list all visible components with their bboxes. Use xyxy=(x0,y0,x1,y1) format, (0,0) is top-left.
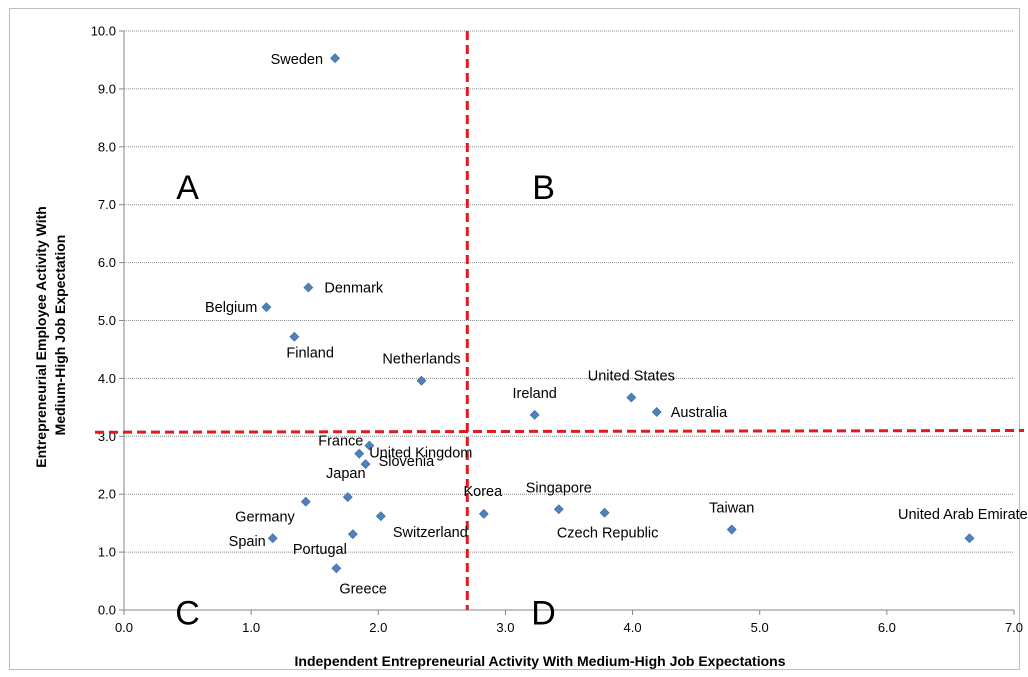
horizontal-divider xyxy=(94,429,1025,434)
point-label-slovenia: Slovenia xyxy=(379,454,436,470)
data-points xyxy=(261,53,975,574)
point-belgium xyxy=(261,302,272,313)
y-tick-label: 2.0 xyxy=(98,487,116,502)
y-tick-label: 4.0 xyxy=(98,371,116,386)
point-label-portugal: Portugal xyxy=(293,542,347,558)
point-label-belgium: Belgium xyxy=(205,300,257,316)
point-label-australia: Australia xyxy=(671,405,728,421)
y-axis-title-line-1: Entrepreneurial Employee Activity With xyxy=(33,206,49,468)
point-label-united-kingdom: United Kingdom xyxy=(369,446,472,462)
point-portugal xyxy=(347,529,358,540)
point-label-sweden: Sweden xyxy=(271,52,323,68)
axes xyxy=(123,31,1015,615)
point-singapore xyxy=(553,504,564,515)
y-tick-label: 8.0 xyxy=(98,139,116,154)
point-label-spain: Spain xyxy=(229,534,266,550)
point-label-finland: Finland xyxy=(286,346,334,362)
point-label-singapore: Singapore xyxy=(526,480,592,496)
point-label-taiwan: Taiwan xyxy=(709,501,754,517)
quadrant-label-a: A xyxy=(176,169,199,207)
chart-frame xyxy=(9,8,1020,670)
point-netherlands xyxy=(416,375,427,386)
point-australia xyxy=(651,407,662,417)
point-france xyxy=(364,440,375,451)
y-tick-label: 7.0 xyxy=(98,197,116,212)
point-greece xyxy=(331,563,342,574)
y-axis-title-line-2: Medium-High Job Expectation xyxy=(52,235,68,436)
quadrant-labels: A B C D xyxy=(175,169,556,633)
point-united-states xyxy=(626,392,637,403)
x-tick-label: 6.0 xyxy=(878,620,896,635)
point-label-netherlands: Netherlands xyxy=(382,352,460,368)
quadrant-label-d: D xyxy=(531,594,556,632)
y-tick-label: 0.0 xyxy=(98,603,116,618)
quadrant-dividers xyxy=(94,31,1025,610)
quadrant-label-c: C xyxy=(175,594,200,632)
point-czech-republic xyxy=(599,507,610,518)
y-tick-label: 9.0 xyxy=(98,81,116,96)
point-korea xyxy=(478,508,489,519)
point-label-united-states: United States xyxy=(588,369,675,385)
point-ireland xyxy=(529,409,540,420)
y-tick-labels: 0.01.02.03.04.05.06.07.08.09.010.0 xyxy=(91,24,116,618)
x-tick-label: 7.0 xyxy=(1005,620,1023,635)
point-switzerland xyxy=(375,511,386,522)
y-tick-label: 6.0 xyxy=(98,255,116,270)
point-united-arab-emirates xyxy=(964,533,975,544)
quadrant-label-b: B xyxy=(532,169,555,207)
y-tick-label: 10.0 xyxy=(91,24,116,39)
grid-lines xyxy=(119,30,1014,611)
point-germany xyxy=(300,496,311,507)
x-axis-title: Independent Entrepreneurial Activity Wit… xyxy=(295,653,786,669)
y-tick-label: 1.0 xyxy=(98,545,116,560)
x-tick-label: 3.0 xyxy=(496,620,514,635)
x-tick-label: 0.0 xyxy=(115,620,133,635)
point-label-france: France xyxy=(318,434,363,450)
point-sweden xyxy=(330,53,340,64)
point-slovenia xyxy=(360,459,371,470)
point-finland xyxy=(289,331,300,342)
point-label-japan: Japan xyxy=(326,466,366,482)
x-tick-label: 1.0 xyxy=(242,620,260,635)
point-japan xyxy=(342,492,353,503)
x-tick-label: 4.0 xyxy=(624,620,642,635)
point-denmark xyxy=(303,282,314,293)
point-labels: Sweden Denmark Belgium Finland Netherlands Ir… xyxy=(205,52,1028,597)
point-taiwan xyxy=(726,524,737,535)
point-label-greece: Greece xyxy=(339,581,387,597)
x-tick-label: 5.0 xyxy=(751,620,769,635)
point-label-ireland: Ireland xyxy=(512,386,556,402)
y-tick-label: 5.0 xyxy=(98,313,116,328)
x-tick-labels: 0.0 1.0 2.0 3.0 4.0 5.0 6.0 7.0 xyxy=(115,620,1023,635)
y-axis-title: Entrepreneurial Employee Activity With M… xyxy=(33,202,68,467)
point-label-denmark: Denmark xyxy=(324,280,384,296)
point-label-korea: Korea xyxy=(463,484,503,500)
point-label-switzerland: Switzerland xyxy=(393,525,468,541)
point-united-kingdom xyxy=(354,448,365,459)
point-label-united-arab-emirates: United Arab Emirates xyxy=(898,507,1028,523)
x-tick-label: 2.0 xyxy=(369,620,387,635)
point-spain xyxy=(267,533,278,544)
point-label-czech-republic: Czech Republic xyxy=(557,526,659,542)
point-label-germany: Germany xyxy=(235,510,295,526)
